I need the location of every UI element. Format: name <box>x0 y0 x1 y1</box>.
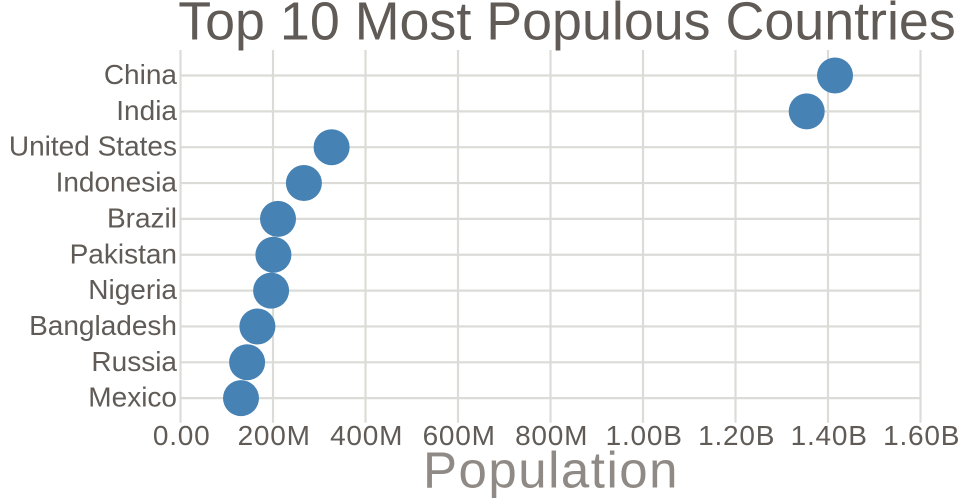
svg-text:800M: 800M <box>515 420 588 451</box>
svg-text:1.00B: 1.00B <box>606 420 683 451</box>
svg-text:Russia: Russia <box>91 346 177 377</box>
svg-text:400M: 400M <box>330 420 403 451</box>
svg-text:200M: 200M <box>238 420 311 451</box>
svg-text:Indonesia: Indonesia <box>56 167 178 198</box>
svg-text:Nigeria: Nigeria <box>88 274 177 305</box>
svg-text:Mexico: Mexico <box>88 382 177 413</box>
svg-text:Brazil: Brazil <box>107 202 177 233</box>
svg-text:Bangladesh: Bangladesh <box>29 310 177 341</box>
svg-text:Population: Population <box>423 442 679 499</box>
svg-text:India: India <box>116 95 177 126</box>
svg-text:Top 10 Most Populous Countries: Top 10 Most Populous Countries <box>178 0 956 51</box>
svg-text:United States: United States <box>9 131 177 162</box>
svg-text:1.20B: 1.20B <box>698 420 775 451</box>
svg-text:1.60B: 1.60B <box>883 420 960 451</box>
svg-text:China: China <box>104 59 178 90</box>
svg-text:Pakistan: Pakistan <box>70 238 177 269</box>
svg-text:1.40B: 1.40B <box>791 420 868 451</box>
svg-text:600M: 600M <box>423 420 496 451</box>
svg-text:0.00: 0.00 <box>153 420 211 451</box>
